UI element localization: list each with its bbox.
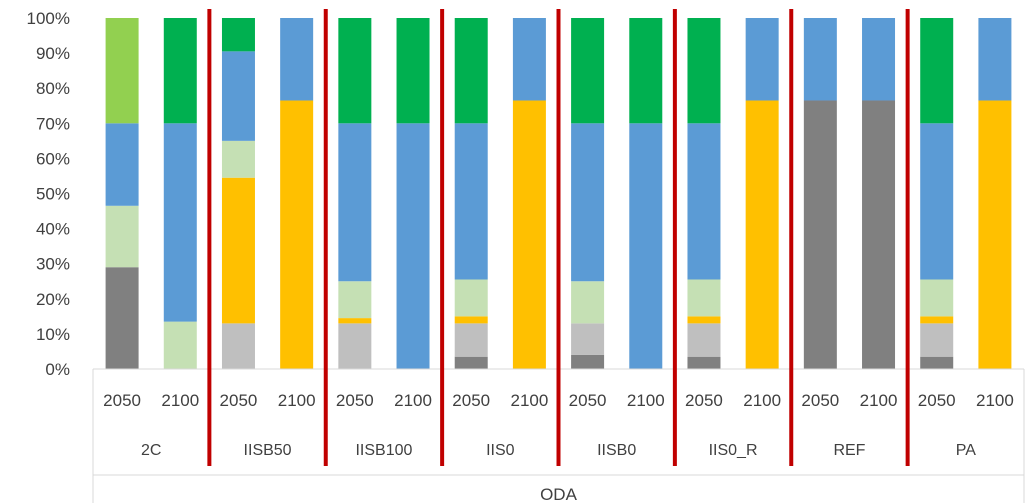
bar-segment bbox=[920, 323, 954, 357]
bar-segment bbox=[454, 279, 488, 317]
y-tick-label: 20% bbox=[36, 290, 70, 309]
x-category-label: 2050 bbox=[801, 391, 839, 410]
x-category-label: 2100 bbox=[860, 391, 898, 410]
bar-segment bbox=[920, 316, 954, 324]
bar-segment bbox=[803, 18, 837, 101]
bar-segment bbox=[454, 323, 488, 357]
x-category-label: 2050 bbox=[569, 391, 607, 410]
y-tick-label: 40% bbox=[36, 220, 70, 239]
group-separators bbox=[207, 9, 910, 466]
bar-segment bbox=[745, 100, 779, 370]
bar-segment bbox=[105, 123, 139, 206]
x-category-label: 2050 bbox=[103, 391, 141, 410]
bar-segment bbox=[338, 318, 372, 324]
bar-segment bbox=[338, 281, 372, 319]
bar-segment bbox=[687, 123, 721, 280]
x-group-label: IIS0 bbox=[486, 442, 515, 459]
bar-segment bbox=[105, 205, 139, 268]
bar-segment bbox=[862, 100, 896, 370]
x-category-label: 2100 bbox=[161, 391, 199, 410]
bar-segment bbox=[338, 18, 372, 124]
bar-segment bbox=[454, 18, 488, 124]
bar-segment bbox=[687, 323, 721, 357]
bar-segment bbox=[163, 321, 197, 369]
bar-segment bbox=[512, 18, 546, 101]
y-tick-label: 90% bbox=[36, 44, 70, 63]
bar-segment bbox=[105, 18, 139, 124]
x-category-label: 2050 bbox=[336, 391, 374, 410]
y-axis: 0% 10% 20% 30% 40% 50% 60% 70% 80% 90% 100% bbox=[27, 9, 70, 379]
x-category-label: 2100 bbox=[976, 391, 1014, 410]
x-outer-label: ODA bbox=[540, 485, 578, 504]
bar-segment bbox=[571, 123, 605, 282]
bar-segment bbox=[862, 18, 896, 101]
bar-segment bbox=[221, 177, 255, 324]
bar-segment bbox=[163, 18, 197, 124]
bar-segment bbox=[978, 18, 1012, 101]
x-group-label: PA bbox=[956, 442, 976, 459]
bar-segment bbox=[687, 316, 721, 324]
y-tick-label: 60% bbox=[36, 149, 70, 168]
bar-segment bbox=[280, 100, 314, 370]
bar-segment bbox=[629, 18, 663, 124]
bar-segment bbox=[571, 354, 605, 369]
x-category-label: 2050 bbox=[918, 391, 956, 410]
bar-segment bbox=[396, 18, 430, 124]
bar-segment bbox=[920, 356, 954, 369]
bar-segment bbox=[745, 18, 779, 101]
x-group-label: IIS0_R bbox=[709, 442, 758, 459]
y-tick-label: 80% bbox=[36, 79, 70, 98]
bar-segment bbox=[221, 51, 255, 141]
x-category-label: 2100 bbox=[743, 391, 781, 410]
bar-segment bbox=[396, 123, 430, 369]
x-category-label: 2050 bbox=[220, 391, 258, 410]
bar-segment bbox=[687, 18, 721, 124]
x-category-label: 2100 bbox=[627, 391, 665, 410]
x-category-label: 2100 bbox=[278, 391, 316, 410]
bar-segment bbox=[221, 18, 255, 52]
y-tick-label: 100% bbox=[27, 9, 70, 28]
x-category-label: 2100 bbox=[394, 391, 432, 410]
bar-segment bbox=[920, 279, 954, 317]
bar-segment bbox=[687, 279, 721, 317]
bar-segment bbox=[221, 323, 255, 369]
bar-segment bbox=[687, 356, 721, 369]
y-tick-label: 0% bbox=[45, 360, 70, 379]
x-group-label: IISB50 bbox=[244, 442, 292, 459]
bar-segment bbox=[163, 123, 197, 322]
bar-segment bbox=[454, 356, 488, 369]
bar-segment bbox=[629, 123, 663, 369]
y-tick-label: 10% bbox=[36, 325, 70, 344]
bar-segment bbox=[221, 140, 255, 178]
x-category-label: 2050 bbox=[685, 391, 723, 410]
bar-segment bbox=[454, 316, 488, 324]
bar-segment bbox=[978, 100, 1012, 370]
bar-segment bbox=[280, 18, 314, 101]
bar-segment bbox=[512, 100, 546, 370]
bar-segment bbox=[920, 123, 954, 280]
x-group-label: IISB0 bbox=[597, 442, 636, 459]
bar-segment bbox=[803, 100, 837, 370]
x-category-label: 2100 bbox=[510, 391, 548, 410]
bar-segment bbox=[571, 18, 605, 124]
bar-segment bbox=[338, 323, 372, 369]
y-tick-label: 30% bbox=[36, 255, 70, 274]
bar-segment bbox=[454, 123, 488, 280]
x-group-label: 2C bbox=[141, 442, 161, 459]
bar-segment bbox=[920, 18, 954, 124]
x-category-label: 2050 bbox=[452, 391, 490, 410]
y-tick-label: 70% bbox=[36, 114, 70, 133]
x-group-label: REF bbox=[833, 442, 865, 459]
y-tick-label: 50% bbox=[36, 185, 70, 204]
bar-segment bbox=[571, 323, 605, 355]
bar-segment bbox=[571, 281, 605, 324]
bar-segment bbox=[338, 123, 372, 282]
bar-segment bbox=[105, 267, 139, 369]
plot-area bbox=[105, 18, 1012, 370]
x-group-label: IISB100 bbox=[355, 442, 412, 459]
